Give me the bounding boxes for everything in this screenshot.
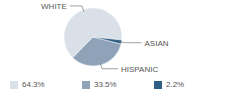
svg-text:WHITE: WHITE bbox=[41, 2, 67, 11]
html-text:64.3%: 64.3% bbox=[22, 80, 45, 89]
html-text:2.2%: 2.2% bbox=[166, 80, 185, 89]
html-text:33.5%: 33.5% bbox=[94, 80, 117, 89]
svg-text:ASIAN: ASIAN bbox=[145, 39, 169, 48]
svg-text:HISPANIC: HISPANIC bbox=[121, 65, 158, 74]
